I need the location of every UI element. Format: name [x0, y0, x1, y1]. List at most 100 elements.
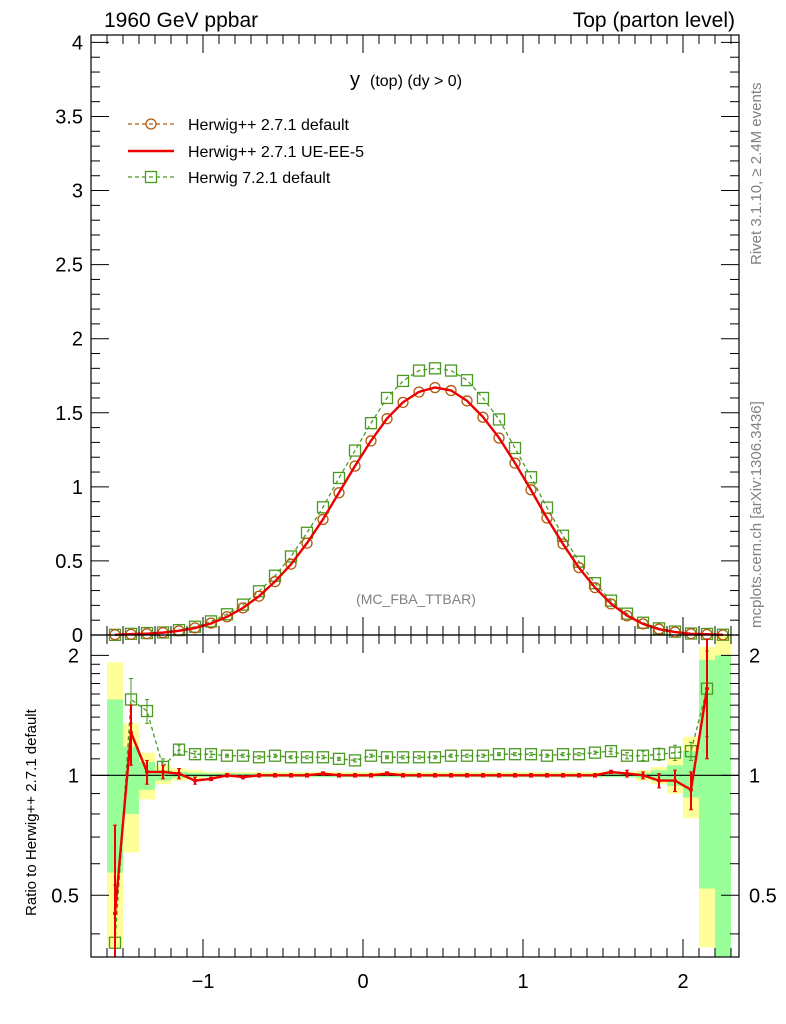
- ratio-data-point-dot: [609, 769, 613, 774]
- main-data-point-square: [492, 413, 506, 426]
- y-tick-label: 1: [72, 477, 83, 499]
- main-data-point-circle: [477, 411, 489, 423]
- legend: Herwig++ 2.7.1 default Herwig++ 2.7.1 UE…: [128, 117, 364, 187]
- ratio-data-point-dot: [129, 730, 133, 735]
- y-tick-label: 3: [72, 181, 83, 203]
- ratio-data-point-dot: [433, 773, 437, 778]
- legend-entry-herwig-default: Herwig++ 2.7.1 default: [128, 117, 350, 134]
- main-data-point-circle: [205, 617, 217, 629]
- main-data-point-circle: [301, 537, 313, 549]
- ratio-data-point-square: [204, 748, 218, 761]
- legend-label: Herwig 7.2.1 default: [188, 170, 331, 187]
- ratio-data-point-dot: [177, 771, 181, 776]
- ratio-plot-frame: [90, 634, 740, 958]
- ratio-y-tick-label-right: 0.5: [749, 885, 777, 907]
- ratio-data-point-square: [412, 751, 426, 764]
- ratio-data-point-dot: [321, 771, 325, 776]
- ratio-data-point-square: [188, 748, 202, 761]
- ratio-y-tick-label-left: 1: [68, 765, 79, 787]
- main-data-point-square: [508, 441, 522, 455]
- ratio-data-point-dot: [673, 778, 677, 783]
- main-data-point-square: [524, 471, 538, 484]
- ratio-data-point-dot: [369, 773, 373, 778]
- main-data-point-circle: [621, 610, 633, 622]
- ratio-data-point-square: [172, 743, 186, 756]
- ratio-series-line: [113, 688, 709, 914]
- legend-circle-marker: [145, 118, 157, 130]
- main-data-point-circle: [333, 487, 345, 499]
- main-data-point-square: [620, 607, 634, 620]
- main-data-point-square: [364, 416, 378, 430]
- x-tick-label: 0: [357, 971, 368, 993]
- main-data-point-square: [476, 391, 490, 405]
- ratio-data-point-square: [460, 749, 474, 762]
- y-tick-label: 2.5: [55, 255, 83, 277]
- ratio-band-green: [123, 746, 139, 814]
- main-data-point-circle: [589, 581, 601, 594]
- ratio-data-point-dot: [529, 773, 533, 778]
- ratio-data-point-dot: [705, 686, 709, 691]
- main-axes: 0 0.5 1 1.5 2 2.5 3 3.5 4: [55, 32, 739, 647]
- main-data-point-circle: [541, 512, 553, 524]
- main-data-point-circle: [365, 435, 377, 447]
- plot-title-variable: y: [350, 69, 360, 91]
- ratio-data-point-square: [508, 748, 522, 761]
- legend-entry-ue-ee5: Herwig++ 2.7.1 UE-EE-5: [128, 144, 364, 161]
- x-tick-label: 1: [517, 971, 528, 993]
- ratio-data-point-square: [364, 749, 378, 762]
- ratio-data-point-square: [524, 748, 538, 761]
- legend-square-marker: [144, 170, 158, 184]
- main-data-point-square: [444, 364, 458, 377]
- ratio-series-line: [114, 688, 708, 943]
- mcplots-label: mcplots.cern.ch [arXiv:1306.3436]: [748, 401, 765, 628]
- ratio-data-point-square: [444, 749, 458, 762]
- ratio-data-point-dot: [625, 771, 629, 776]
- ratio-data-point-square: [220, 749, 234, 762]
- ratio-data-point-dot: [689, 787, 693, 792]
- ratio-data-point-dot: [577, 773, 581, 778]
- ratio-data-point-dot: [449, 773, 453, 778]
- ratio-data-point-dot: [353, 773, 357, 778]
- ratio-data-point-dot: [337, 773, 341, 778]
- main-data-point-square: [428, 362, 442, 375]
- ratio-data-point-square: [236, 749, 250, 762]
- ratio-y-axis-label: Ratio to Herwig++ 2.7.1 default: [23, 708, 40, 916]
- ratio-data-point-square: [668, 746, 682, 759]
- ratio-data-point-dot: [273, 773, 277, 778]
- ratio-data-point-dot: [657, 778, 661, 783]
- ratio-data-point-dot: [145, 769, 149, 774]
- ratio-data-point-square: [268, 749, 282, 762]
- main-data-point-square: [348, 444, 362, 457]
- ratio-data-point-square: [572, 748, 586, 761]
- y-tick-label: 4: [72, 32, 83, 54]
- main-data-point-circle: [285, 558, 297, 570]
- ratio-y-tick-label-right: 2: [749, 645, 760, 667]
- ratio-data-point-dot: [289, 773, 293, 778]
- ratio-data-point-square: [332, 752, 346, 765]
- ratio-data-point-dot: [113, 911, 117, 916]
- ratio-data-point-square: [316, 751, 330, 764]
- main-data-point-square: [460, 374, 474, 387]
- main-data-point-square: [396, 374, 410, 388]
- main-data-point-square: [316, 501, 330, 514]
- main-data-point-circle: [557, 538, 569, 550]
- ratio-data-point-dot: [465, 773, 469, 778]
- main-series-layer: [108, 362, 730, 642]
- ratio-data-point-square: [396, 751, 410, 764]
- legend-label: Herwig++ 2.7.1 default: [188, 117, 350, 134]
- ratio-data-point-square: [300, 751, 314, 764]
- ratio-series-layer: [91, 638, 739, 958]
- main-data-point-circle: [237, 602, 249, 614]
- ratio-data-point-square: [652, 748, 666, 761]
- y-tick-label: 3.5: [55, 106, 83, 128]
- main-series-line: [114, 386, 724, 637]
- y-tick-label: 0: [72, 625, 83, 647]
- main-data-point-circle: [397, 396, 409, 409]
- main-data-point-square: [412, 364, 426, 377]
- ratio-data-point-dot: [593, 773, 597, 778]
- main-data-point-circle: [525, 484, 537, 496]
- main-data-point-square: [604, 594, 618, 607]
- legend-entry-herwig721: Herwig 7.2.1 default: [128, 170, 331, 187]
- ratio-data-point-square: [588, 746, 602, 759]
